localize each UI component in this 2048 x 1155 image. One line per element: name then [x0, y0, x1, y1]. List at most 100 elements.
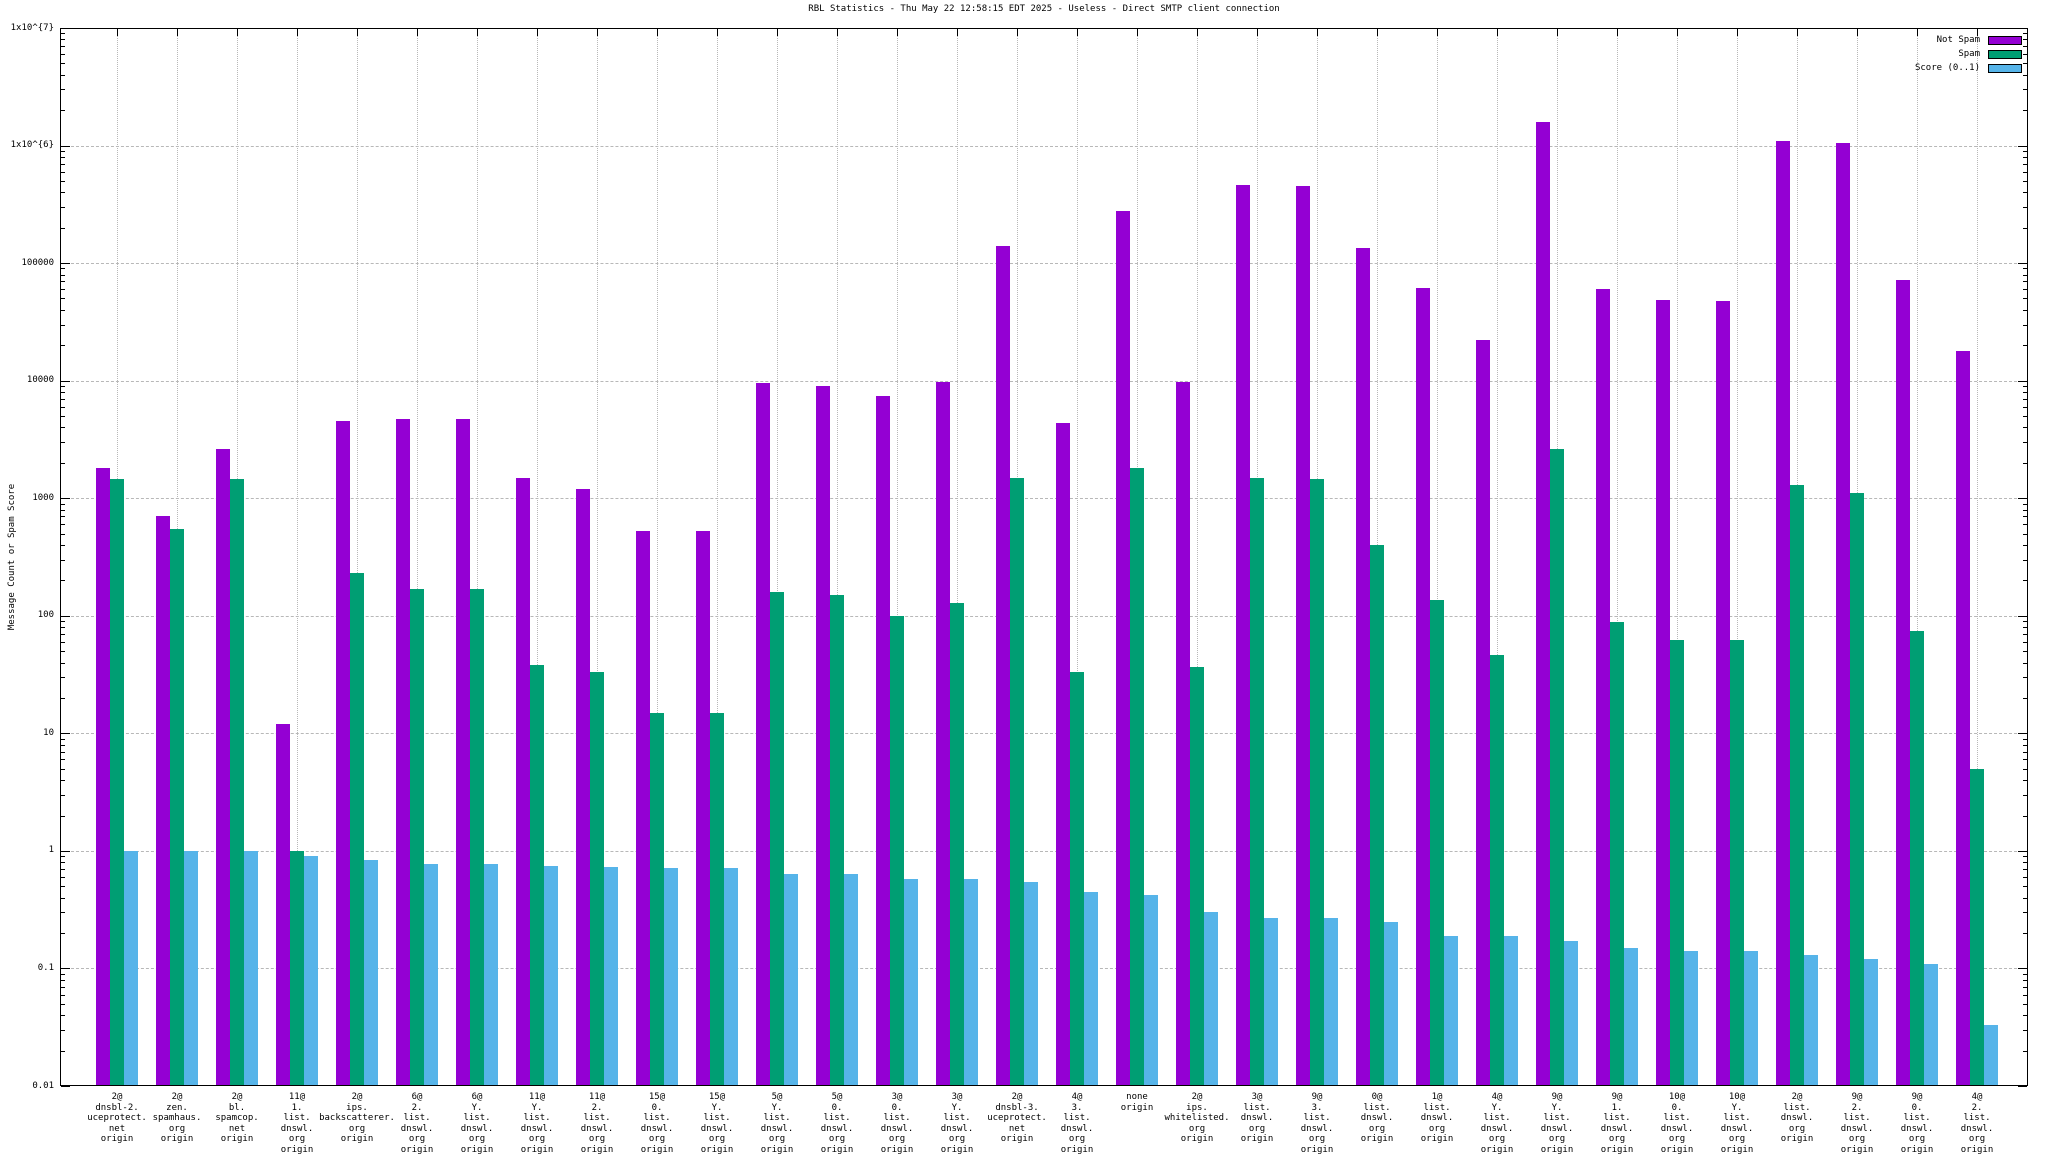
y-minor-tick-left — [61, 207, 65, 209]
x-gridline — [357, 29, 358, 1085]
y-minor-tick-left — [61, 768, 65, 770]
bar-spam — [1550, 449, 1564, 1085]
x-tick-top — [1077, 29, 1078, 36]
bar-spam — [110, 479, 124, 1085]
y-minor-tick-right — [2023, 744, 2027, 746]
x-category-label: none origin — [1120, 1092, 1154, 1113]
bar-not-spam — [1956, 350, 1970, 1085]
y-minor-tick-right — [2023, 54, 2027, 56]
y-minor-tick-left — [61, 641, 65, 643]
bar-score-0-1 — [1864, 959, 1878, 1085]
y-minor-tick-left — [61, 227, 65, 229]
bar-score-0-1 — [964, 878, 978, 1085]
x-tick-top — [1557, 29, 1558, 36]
bar-not-spam — [1896, 279, 1910, 1085]
y-major-tick-left — [61, 850, 70, 852]
x-category-label: 9@ 3. list. dnswl. org origin — [1300, 1092, 1334, 1155]
legend-label-score: Score (0..1) — [1914, 63, 1980, 73]
y-tick-label: 100000 — [21, 257, 54, 268]
y-major-tick-right — [2018, 968, 2027, 970]
bar-spam — [710, 712, 724, 1085]
y-minor-tick-right — [2023, 1050, 2027, 1052]
y-minor-tick-left — [61, 986, 65, 988]
bar-score-0-1 — [664, 867, 678, 1085]
bar-not-spam — [636, 530, 650, 1085]
x-tick-top — [1197, 29, 1198, 36]
x-category-label: 6@ 2. list. dnswl. org origin — [400, 1092, 434, 1155]
bar-not-spam — [1176, 382, 1190, 1085]
y-major-tick-left — [61, 28, 70, 29]
x-category-label: 10@ 0. list. dnswl. org origin — [1660, 1092, 1694, 1155]
x-category-label: 10@ Y. list. dnswl. org origin — [1720, 1092, 1754, 1155]
x-gridline — [1677, 29, 1678, 1085]
y-minor-tick-right — [2023, 886, 2027, 888]
x-category-label: 1@ list. dnswl. org origin — [1420, 1092, 1454, 1144]
x-category-label: 2@ ips. backscatterer. org origin — [319, 1092, 395, 1144]
x-gridline — [537, 29, 538, 1085]
y-minor-tick-left — [61, 627, 65, 629]
bar-score-0-1 — [184, 850, 198, 1085]
y-minor-tick-left — [61, 192, 65, 194]
x-gridline — [597, 29, 598, 1085]
x-tick-top — [1677, 29, 1678, 36]
y-minor-tick-right — [2023, 192, 2027, 194]
y-minor-tick-right — [2023, 268, 2027, 270]
y-major-tick-left — [61, 733, 70, 735]
y-minor-tick-right — [2023, 180, 2027, 182]
x-category-label: 2@ dnsbl-3. uceprotect. net origin — [987, 1092, 1047, 1144]
x-category-label: 9@ Y. list. dnswl. org origin — [1540, 1092, 1574, 1155]
y-major-tick-left — [61, 145, 70, 147]
bar-score-0-1 — [1984, 1025, 1998, 1085]
y-minor-tick-left — [61, 524, 65, 526]
bar-not-spam — [696, 530, 710, 1085]
y-minor-tick-right — [2023, 207, 2027, 209]
x-gridline — [1437, 29, 1438, 1085]
x-category-label: 4@ 2. list. dnswl. org origin — [1960, 1092, 1994, 1155]
y-minor-tick-right — [2023, 580, 2027, 582]
bar-score-0-1 — [1024, 882, 1038, 1085]
y-minor-tick-left — [61, 533, 65, 535]
y-minor-tick-right — [2023, 677, 2027, 679]
y-minor-tick-right — [2023, 986, 2027, 988]
x-tick-top — [1317, 29, 1318, 36]
y-tick-label: 1x10^{7} — [10, 22, 54, 33]
bar-score-0-1 — [1384, 921, 1398, 1085]
x-category-label: 2@ dnsbl-2. uceprotect. net origin — [87, 1092, 147, 1144]
bar-spam — [1070, 672, 1084, 1085]
y-minor-tick-left — [61, 74, 65, 76]
bar-spam — [890, 615, 904, 1085]
bar-spam — [950, 603, 964, 1085]
x-tick-top — [897, 29, 898, 36]
bar-score-0-1 — [364, 860, 378, 1085]
y-minor-tick-left — [61, 751, 65, 753]
y-minor-tick-right — [2023, 912, 2027, 914]
y-minor-tick-left — [61, 516, 65, 518]
y-minor-tick-right — [2023, 462, 2027, 464]
y-gridline — [61, 498, 2027, 500]
y-minor-tick-right — [2023, 406, 2027, 408]
bar-score-0-1 — [604, 866, 618, 1085]
legend-swatch-spam — [1988, 49, 2022, 59]
y-minor-tick-left — [61, 856, 65, 858]
x-category-label: 3@ Y. list. dnswl. org origin — [940, 1092, 974, 1155]
y-gridline — [61, 145, 2027, 147]
bar-not-spam — [456, 419, 470, 1085]
y-minor-tick-left — [61, 912, 65, 914]
bar-spam — [1910, 631, 1924, 1085]
x-category-label: 2@ zen. spamhaus. org origin — [152, 1092, 202, 1144]
x-tick-top — [1257, 29, 1258, 36]
y-minor-tick-left — [61, 345, 65, 347]
bar-score-0-1 — [124, 850, 138, 1085]
bar-score-0-1 — [1204, 912, 1218, 1085]
y-minor-tick-left — [61, 994, 65, 996]
y-minor-tick-left — [61, 1029, 65, 1031]
y-minor-tick-right — [2023, 150, 2027, 152]
x-category-label: 4@ Y. list. dnswl. org origin — [1480, 1092, 1514, 1155]
x-tick-top — [1377, 29, 1378, 36]
x-tick-top — [657, 29, 658, 36]
bar-spam — [230, 479, 244, 1085]
bar-not-spam — [156, 516, 170, 1085]
bar-score-0-1 — [1624, 947, 1638, 1085]
y-major-tick-right — [2018, 733, 2027, 735]
